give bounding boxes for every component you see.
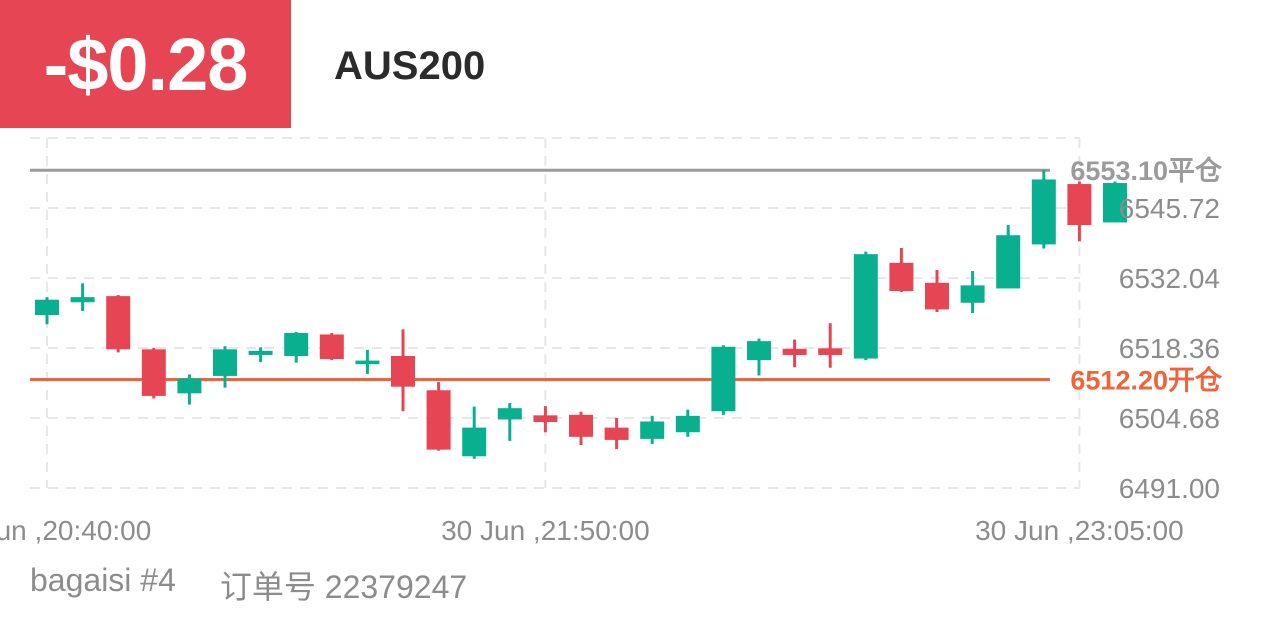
candle-body bbox=[177, 378, 202, 394]
candle-down bbox=[533, 406, 558, 433]
pnl-badge: -$0.28 bbox=[0, 0, 291, 128]
x-tick-label: 30 Jun ,20:40:00 bbox=[0, 515, 151, 546]
candle-up bbox=[35, 297, 59, 325]
candle-up bbox=[711, 345, 736, 415]
candle-body bbox=[569, 414, 593, 437]
x-axis: 30 Jun ,20:40:00 30 Jun ,21:50:00 30 Jun ,… bbox=[0, 515, 1184, 546]
y-axis: 6545.72 6532.04 6518.36 6504.68 6491.00 bbox=[1119, 193, 1220, 504]
candle-up bbox=[177, 374, 202, 405]
candle-body bbox=[818, 348, 843, 355]
candle-body bbox=[248, 350, 273, 355]
y-tick-label: 6518.36 bbox=[1119, 333, 1220, 364]
candle-body bbox=[604, 427, 629, 440]
footer: bagaisi #4 订单号 22379247 bbox=[30, 562, 467, 608]
candle-body bbox=[355, 360, 380, 365]
candle-down bbox=[426, 382, 451, 451]
candle-body bbox=[1031, 179, 1056, 245]
candle-up bbox=[747, 338, 771, 376]
candlestick-chart: 6553.10平仓 6512.20开仓 6545.72 6532.04 6518.36… bbox=[0, 137, 1223, 546]
candle-up bbox=[248, 347, 273, 363]
candle-down bbox=[319, 332, 344, 361]
candle-body bbox=[70, 297, 95, 303]
candle-down bbox=[1067, 181, 1092, 242]
candle-down bbox=[818, 323, 843, 368]
candle-down bbox=[925, 270, 949, 312]
candle-body bbox=[747, 341, 771, 361]
y-tick-label: 6491.00 bbox=[1119, 473, 1220, 504]
candle-body bbox=[106, 296, 131, 350]
candle-up bbox=[355, 349, 380, 374]
candle-body bbox=[1103, 183, 1127, 223]
candle-body bbox=[1067, 184, 1092, 225]
candle-body bbox=[711, 346, 736, 412]
candle-body bbox=[213, 349, 237, 376]
candle-body bbox=[497, 408, 522, 420]
candle-body bbox=[319, 334, 344, 360]
candle-body bbox=[284, 332, 309, 356]
candle-up bbox=[70, 283, 95, 311]
reference-lines: 6553.10平仓 6512.20开仓 bbox=[30, 156, 1223, 396]
candle-body bbox=[675, 415, 700, 433]
x-tick-label: 30 Jun ,23:05:00 bbox=[975, 515, 1184, 546]
candle-up bbox=[853, 251, 878, 361]
candle-body bbox=[391, 355, 415, 387]
open-price-label: 6512.20开仓 bbox=[1070, 366, 1223, 396]
account-label: bagaisi #4 bbox=[30, 562, 176, 598]
candle-body bbox=[889, 262, 914, 291]
candle-up bbox=[960, 271, 985, 313]
order-number: 订单号 22379247 bbox=[219, 569, 468, 605]
x-tick-label: 30 Jun ,21:50:00 bbox=[441, 515, 650, 546]
candle-body bbox=[853, 254, 878, 359]
candle-down bbox=[782, 339, 807, 368]
grid bbox=[30, 137, 1081, 489]
candle-down bbox=[141, 347, 166, 399]
candle-up bbox=[213, 346, 237, 388]
candle-down bbox=[604, 417, 629, 450]
candle-body bbox=[925, 282, 949, 310]
candle-up bbox=[675, 409, 700, 437]
candle-body bbox=[35, 299, 59, 316]
candle-down bbox=[889, 248, 914, 293]
candle-up bbox=[284, 331, 309, 363]
y-tick-label: 6504.68 bbox=[1119, 403, 1220, 434]
candle-body bbox=[141, 349, 166, 396]
pnl-value: -$0.28 bbox=[43, 22, 249, 106]
candle-body bbox=[426, 390, 451, 450]
close-price-label: 6553.10平仓 bbox=[1070, 156, 1223, 186]
candle-body bbox=[996, 235, 1021, 289]
y-tick-label: 6545.72 bbox=[1119, 193, 1220, 224]
candle-up bbox=[996, 224, 1021, 289]
candle-up bbox=[1031, 169, 1056, 249]
candle-body bbox=[960, 285, 985, 303]
candle-down bbox=[569, 411, 593, 446]
candle-body bbox=[533, 415, 558, 422]
candle-body bbox=[640, 421, 665, 439]
candle-up bbox=[462, 406, 487, 459]
candle-up bbox=[1103, 181, 1127, 223]
candle-up bbox=[640, 415, 665, 444]
candle-down bbox=[106, 295, 131, 353]
candle-body bbox=[782, 348, 807, 355]
candles bbox=[35, 169, 1127, 459]
candle-up bbox=[497, 403, 522, 441]
symbol-title: AUS200 bbox=[334, 44, 486, 88]
candle-body bbox=[462, 427, 487, 457]
candle-down bbox=[391, 329, 415, 412]
y-tick-label: 6532.04 bbox=[1119, 263, 1220, 294]
